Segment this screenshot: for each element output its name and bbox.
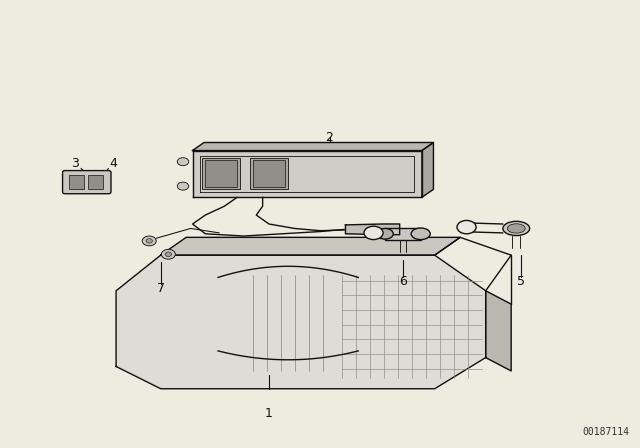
Circle shape: [177, 182, 189, 190]
Ellipse shape: [508, 224, 525, 233]
Polygon shape: [193, 151, 422, 197]
Ellipse shape: [503, 221, 530, 236]
Bar: [253, 160, 285, 187]
Circle shape: [142, 236, 156, 246]
Bar: [205, 160, 237, 187]
Ellipse shape: [377, 228, 394, 239]
Polygon shape: [486, 291, 511, 371]
Circle shape: [161, 250, 175, 259]
Text: 6: 6: [399, 276, 407, 289]
Circle shape: [177, 158, 189, 166]
Text: 7: 7: [157, 282, 164, 295]
Circle shape: [146, 239, 152, 243]
Circle shape: [165, 252, 172, 257]
Polygon shape: [422, 142, 433, 197]
Bar: [385, 228, 420, 240]
Text: 1: 1: [265, 407, 273, 420]
Circle shape: [364, 226, 383, 240]
Bar: [250, 158, 288, 189]
Bar: [202, 158, 241, 189]
Ellipse shape: [411, 228, 430, 240]
Polygon shape: [193, 142, 433, 151]
FancyBboxPatch shape: [63, 171, 111, 194]
Bar: [88, 175, 103, 189]
Text: 4: 4: [109, 157, 117, 170]
Text: 5: 5: [516, 276, 525, 289]
Text: 00187114: 00187114: [582, 427, 629, 437]
Polygon shape: [116, 255, 486, 389]
Circle shape: [457, 220, 476, 234]
Polygon shape: [346, 224, 399, 235]
Text: 2: 2: [326, 131, 333, 144]
Polygon shape: [161, 237, 460, 255]
Text: 3: 3: [71, 157, 79, 170]
Bar: [69, 175, 84, 189]
